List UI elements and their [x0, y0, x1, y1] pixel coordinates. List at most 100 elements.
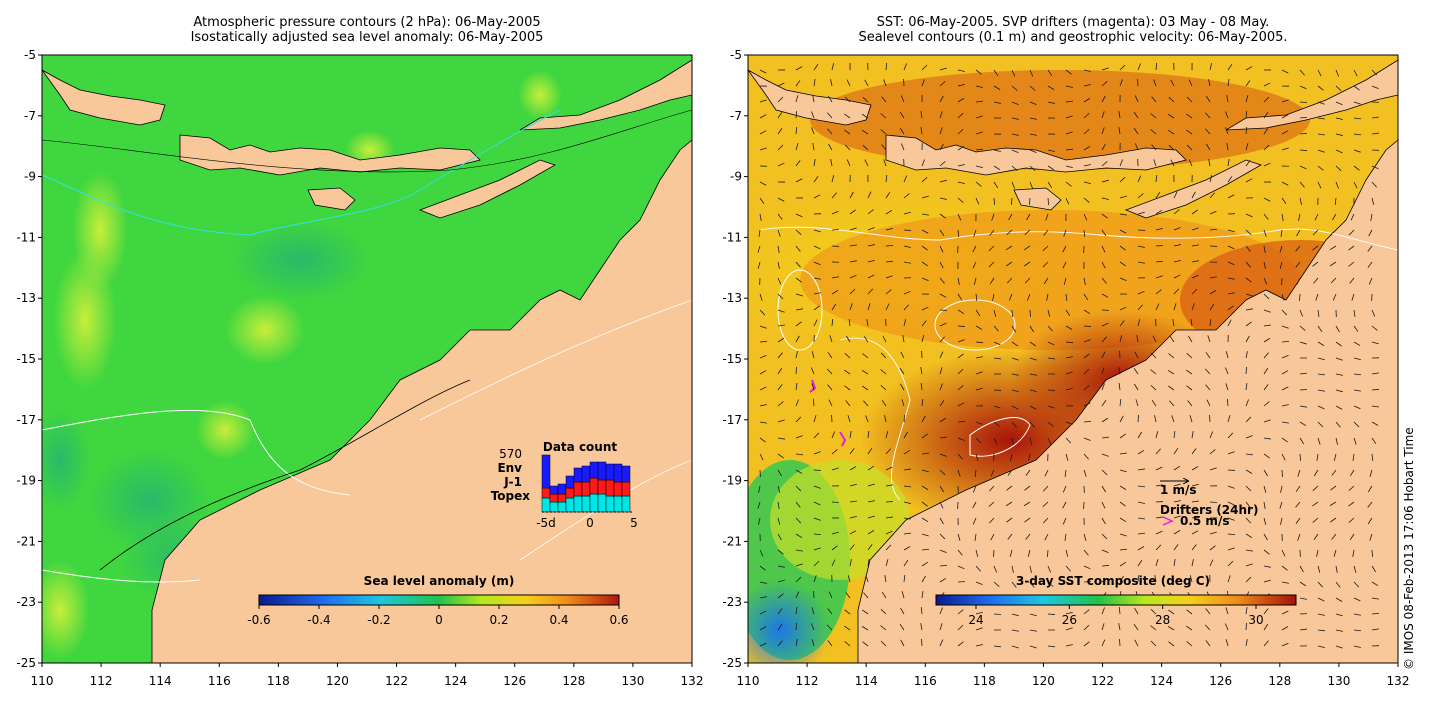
- sstTicks-label-1: 26: [1062, 613, 1077, 627]
- sla-colorbar-title: Sea level anomaly (m): [364, 574, 515, 588]
- sst-sumba-land: [1013, 187, 1062, 211]
- data-count-bar: [573, 481, 583, 497]
- data-count-xtick-0: -5d: [536, 516, 556, 530]
- data-count-bar: [549, 485, 559, 495]
- data-count-total: 570: [499, 447, 522, 461]
- left-x-tick-126: 126: [503, 674, 526, 688]
- left-y-tick--5: -5: [24, 48, 36, 62]
- data-count-xtick-2: 5: [630, 516, 638, 530]
- right-y-tick--15: -15: [722, 352, 742, 366]
- sst-timor-land: [1124, 159, 1262, 219]
- right-x-tick-130: 130: [1327, 674, 1350, 688]
- right-x-tick-128: 128: [1268, 674, 1291, 688]
- right-y-tick--25: -25: [722, 656, 742, 670]
- data-count-bar: [597, 461, 607, 481]
- data-count-bar: [557, 501, 567, 513]
- legend-topex: Topex: [491, 489, 531, 503]
- data-count-bar: [605, 463, 615, 481]
- data-count-inset: Data count 570 Env J-1 Topex -5d 0 5: [491, 440, 638, 530]
- sla-map: [42, 55, 692, 663]
- right-x-tick-120: 120: [1032, 674, 1055, 688]
- sstTicks-label-0: 24: [968, 613, 983, 627]
- right-x-tick-112: 112: [796, 674, 819, 688]
- right-y-tick--17: -17: [722, 413, 742, 427]
- data-count-bar: [565, 487, 575, 499]
- right-x-tick-114: 114: [855, 674, 878, 688]
- data-count-bar: [581, 481, 591, 497]
- sla-australia-land: [151, 139, 692, 663]
- right-title-line2: Sealevel contours (0.1 m) and geostrophi…: [858, 30, 1288, 45]
- sst-java-land: [748, 69, 872, 126]
- sst-australia-land: [857, 139, 1398, 663]
- sla-north-land: [519, 59, 692, 131]
- data-count-bar: [581, 495, 591, 513]
- left-x-tick-114: 114: [149, 674, 172, 688]
- data-count-bar: [605, 479, 615, 497]
- data-count-bar: [549, 501, 559, 513]
- data-count-bar: [613, 463, 623, 483]
- legend-env: Env: [497, 461, 522, 475]
- sst-map: [748, 55, 1398, 663]
- data-count-bar: [565, 497, 575, 513]
- left-x-tick-120: 120: [326, 674, 349, 688]
- left-y-tick--23: -23: [16, 595, 36, 609]
- data-count-bar: [549, 493, 559, 503]
- data-count-xtick-1: 0: [586, 516, 594, 530]
- sla-java-land: [42, 69, 166, 126]
- right-y-tick--9: -9: [730, 170, 742, 184]
- data-count-bar: [605, 495, 615, 513]
- left-y-tick--17: -17: [16, 413, 36, 427]
- data-count-bar: [621, 465, 631, 483]
- sstTicks-label-2: 28: [1155, 613, 1170, 627]
- right-x-tick-126: 126: [1209, 674, 1232, 688]
- left-y-tick--15: -15: [16, 352, 36, 366]
- data-count-bar: [621, 495, 631, 513]
- sla-colorbar: Sea level anomaly (m) -0.6 -0.4 -0.2 0 0.2 0.…: [247, 574, 628, 627]
- right-y-tick--13: -13: [722, 291, 742, 305]
- left-x-tick-118: 118: [267, 674, 290, 688]
- sst-colorbar: 3-day SST composite (deg C) 24 26 28 30: [935, 574, 1297, 627]
- right-y-tick--19: -19: [722, 474, 742, 488]
- right-title-line1: SST: 06-May-2005. SVP drifters (magenta)…: [876, 15, 1270, 30]
- data-count-bar: [557, 493, 567, 503]
- right-x-tick-124: 124: [1150, 674, 1173, 688]
- right-y-tick--7: -7: [730, 109, 742, 123]
- left-y-tick--13: -13: [16, 291, 36, 305]
- slaTicks-label-2: -0.2: [367, 613, 390, 627]
- sst-north-land: [1225, 59, 1398, 131]
- right-x-tick-116: 116: [914, 674, 937, 688]
- velocity-legend-label: 1 m/s: [1160, 483, 1197, 497]
- sstTicks-label-3: 30: [1248, 613, 1263, 627]
- data-count-bar: [597, 479, 607, 495]
- drifters-legend-label: Drifters (24hr): [1160, 503, 1258, 517]
- right-x-tick-132: 132: [1387, 674, 1410, 688]
- right-y-tick--5: -5: [730, 48, 742, 62]
- left-x-tick-132: 132: [681, 674, 704, 688]
- right-title: SST: 06-May-2005. SVP drifters (magenta)…: [748, 15, 1398, 45]
- left-x-tick-124: 124: [444, 674, 467, 688]
- left-x-tick-128: 128: [562, 674, 585, 688]
- velocity-legend: 1 m/s Drifters (24hr) 0.5 m/s: [1160, 481, 1258, 528]
- data-count-bar: [589, 461, 599, 479]
- data-count-bar: [589, 493, 599, 513]
- slaTicks-label-1: -0.4: [307, 613, 330, 627]
- right-x-tick-122: 122: [1091, 674, 1114, 688]
- data-count-bars: [541, 454, 631, 513]
- data-count-bar: [541, 454, 551, 489]
- slaTicks-label-3: 0: [435, 613, 443, 627]
- left-x-tick-112: 112: [90, 674, 113, 688]
- data-count-bar: [589, 477, 599, 495]
- right-x-tick-110: 110: [737, 674, 760, 688]
- sla-timor-land: [418, 159, 556, 219]
- right-y-tick--11: -11: [722, 230, 742, 244]
- right-x-tick-118: 118: [973, 674, 996, 688]
- left-y-tick--21: -21: [16, 534, 36, 548]
- left-y-tick--19: -19: [16, 474, 36, 488]
- left-title: Atmospheric pressure contours (2 hPa): 0…: [42, 15, 692, 45]
- left-title-line2: Isostatically adjusted sea level anomaly…: [190, 30, 544, 45]
- right-y-tick--21: -21: [722, 534, 742, 548]
- slaTicks-label-4: 0.2: [489, 613, 508, 627]
- drifters-speed-label: 0.5 m/s: [1180, 514, 1229, 528]
- data-count-bar: [581, 465, 591, 483]
- left-y-tick--9: -9: [24, 170, 36, 184]
